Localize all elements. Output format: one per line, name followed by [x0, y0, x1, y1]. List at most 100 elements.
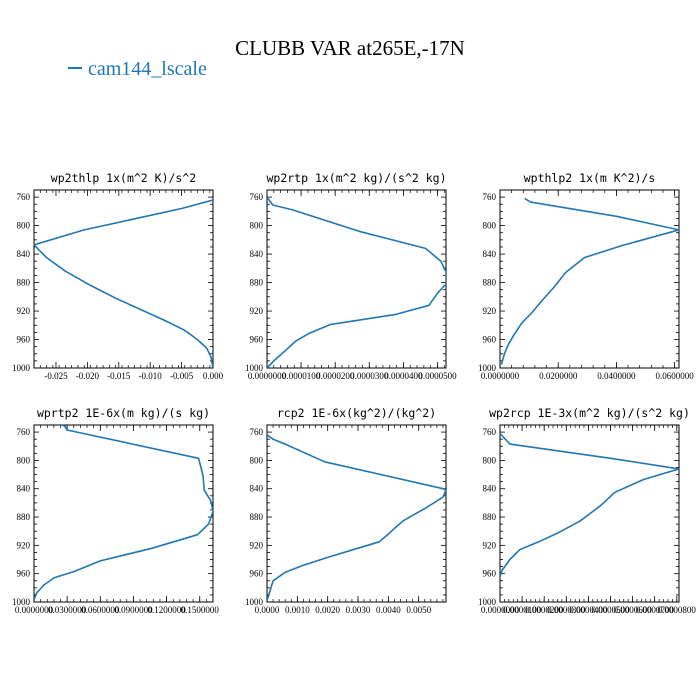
x-tick-label: 0.0010	[285, 605, 310, 615]
plot-frame	[33, 189, 214, 369]
x-tick-label: 0.0600000	[81, 605, 120, 615]
y-tick-label: 1000	[245, 363, 264, 373]
series-line	[267, 198, 446, 368]
x-tick-label: 0.0000400	[384, 371, 423, 381]
series-line	[34, 199, 213, 368]
legend-label: cam144_lscale	[88, 58, 207, 80]
x-tick-label: 0.0030	[346, 605, 371, 615]
x-tick-label: 0.0000000	[481, 371, 520, 381]
legend: cam144_lscale	[68, 58, 207, 81]
y-tick-label: 800	[250, 455, 264, 465]
y-tick-label: 840	[483, 484, 497, 494]
x-tick-label: 0.1500000	[181, 605, 220, 615]
x-tick-label: 0.0400000	[597, 371, 636, 381]
x-tick-label: -0.015	[107, 371, 131, 381]
y-tick-label: 840	[250, 249, 264, 259]
x-tick-label: 0.0020	[315, 605, 340, 615]
y-tick-label: 960	[483, 569, 497, 579]
figure-title: CLUBB VAR at265E,-17N	[235, 36, 465, 60]
y-tick-label: 840	[250, 484, 264, 494]
y-tick-label: 920	[483, 306, 497, 316]
x-tick-label: 0.0600000	[656, 371, 695, 381]
plot-frame	[499, 424, 680, 603]
legend-line-swatch	[68, 67, 82, 70]
y-tick-label: 960	[17, 335, 31, 345]
y-tick-label: 960	[250, 569, 264, 579]
y-tick-label: 920	[250, 540, 264, 550]
panel-title: wp2rtp 1x(m^2 kg)/(s^2 kg)	[266, 171, 446, 185]
y-tick-label: 880	[17, 512, 31, 522]
y-tick-label: 880	[17, 278, 31, 288]
y-tick-label: 800	[17, 221, 31, 231]
chart-panel-3: wpthlp2 1x(m K^2)/s 760 800 840 880 920 960 100…	[478, 171, 694, 381]
x-tick-label: 0.0000500	[418, 371, 457, 381]
x-tick-label: 0.0000	[255, 605, 280, 615]
series-line	[500, 197, 679, 365]
x-tick-label: 0.0000300	[350, 371, 389, 381]
x-tick-label: 0.0000400	[569, 605, 608, 615]
x-tick-label: -0.025	[44, 371, 68, 381]
x-tick-label: 0.0000700	[636, 605, 675, 615]
x-tick-label: 0.0000200	[316, 371, 355, 381]
y-tick-label: 840	[17, 249, 31, 259]
x-tick-label: 0.0000000	[248, 371, 287, 381]
x-tick-label: -0.010	[139, 371, 163, 381]
x-tick-label: 0.0300000	[48, 605, 87, 615]
y-tick-label: 800	[483, 455, 497, 465]
plot-frame	[266, 424, 447, 603]
x-tick-label: 0.0200000	[539, 371, 578, 381]
chart-panel-1: wp2thlp 1x(m^2 K)/s^2 760 800 840 880 920 960 1…	[12, 171, 224, 381]
plot-frame	[266, 189, 447, 369]
y-tick-label: 920	[483, 540, 497, 550]
x-tick-label: 0.0050	[406, 605, 431, 615]
y-tick-label: 880	[250, 278, 264, 288]
panel-title: wprtp2 1E-6x(m kg)/(s kg)	[37, 406, 210, 420]
y-tick-label: 840	[483, 249, 497, 259]
chart-panel-5: rcp2 1E-6x(kg^2)/(kg^2) 760 800 840 880 920 96…	[245, 406, 447, 615]
x-tick-label: -0.005	[170, 371, 194, 381]
y-tick-label: 760	[483, 192, 497, 202]
series-line	[267, 434, 446, 601]
x-tick-label: 0.1200000	[147, 605, 186, 615]
y-tick-label: 920	[17, 540, 31, 550]
x-tick-label: 0.0000800	[658, 605, 697, 615]
x-tick-label: 0.0000100	[282, 371, 321, 381]
y-tick-label: 1000	[478, 363, 497, 373]
x-tick-label: 0.0900000	[114, 605, 153, 615]
y-tick-label: 880	[483, 512, 497, 522]
x-tick-label: 0.0000000	[15, 605, 54, 615]
x-tick-label: 0.0000300	[547, 605, 586, 615]
y-tick-label: 760	[17, 192, 31, 202]
x-tick-label: 0.000	[203, 371, 224, 381]
y-tick-label: 1000	[12, 597, 31, 607]
y-tick-label: 840	[17, 484, 31, 494]
x-tick-label: 0.0000500	[591, 605, 630, 615]
x-tick-label: 0.0040	[376, 605, 401, 615]
series-line	[34, 425, 213, 601]
chart-panel-6: wp2rcp 1E-3x(m^2 kg)/(s^2 kg) 760 800 840 88…	[478, 406, 696, 615]
plot-frame	[499, 189, 680, 369]
x-tick-label: 0.0000100	[503, 605, 542, 615]
y-tick-label: 760	[250, 427, 264, 437]
panel-title: wp2rcp 1E-3x(m^2 kg)/(s^2 kg)	[489, 406, 690, 420]
series-line	[500, 432, 679, 577]
chart-panel-4: wprtp2 1E-6x(m kg)/(s kg) 760 800 840 880 920…	[12, 406, 219, 615]
y-tick-label: 920	[250, 306, 264, 316]
y-tick-label: 880	[250, 512, 264, 522]
x-tick-label: 0.0000000	[481, 605, 520, 615]
x-tick-label: 0.0000200	[525, 605, 564, 615]
y-tick-label: 800	[250, 221, 264, 231]
y-tick-label: 960	[17, 569, 31, 579]
panel-title: rcp2 1E-6x(kg^2)/(kg^2)	[277, 406, 436, 420]
y-tick-label: 960	[483, 335, 497, 345]
y-tick-label: 960	[250, 335, 264, 345]
chart-panel-2: wp2rtp 1x(m^2 kg)/(s^2 kg)760 800 840 880 92…	[245, 171, 457, 381]
y-tick-label: 800	[17, 455, 31, 465]
panel-title: wpthlp2 1x(m K^2)/s	[524, 171, 656, 185]
y-tick-label: 1000	[245, 597, 264, 607]
y-tick-label: 760	[483, 427, 497, 437]
y-tick-label: 760	[250, 192, 264, 202]
y-tick-label: 880	[483, 278, 497, 288]
